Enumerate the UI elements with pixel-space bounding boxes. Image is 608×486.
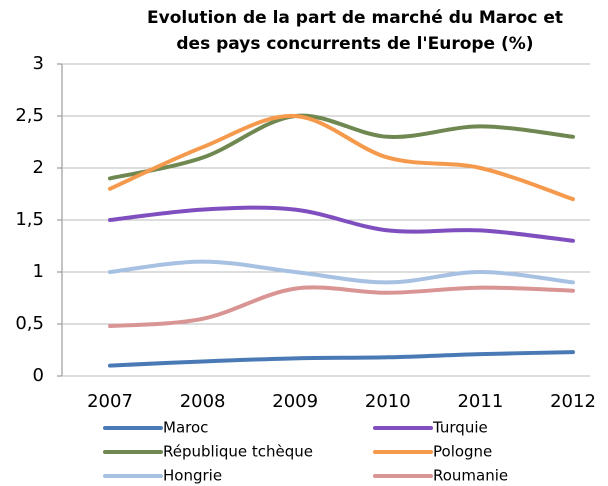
legend-label: Turquie	[432, 419, 488, 437]
y-tick-label: 0,5	[15, 313, 44, 334]
series-line	[108, 350, 575, 368]
x-tick-label: 2010	[365, 391, 411, 412]
y-tick-label: 1,5	[15, 209, 44, 230]
chart-title: Evolution de la part de marché du Maroc …	[147, 8, 563, 28]
y-tick-label: 3	[33, 53, 44, 74]
legend-label: Pologne	[433, 443, 492, 461]
y-tick-label: 2	[33, 157, 44, 178]
series-line	[108, 113, 575, 181]
legend-label: Maroc	[163, 419, 208, 437]
legend-label: Roumanie	[433, 467, 508, 485]
x-tick-label: 2007	[87, 391, 133, 412]
legend-label: Hongrie	[163, 467, 222, 485]
series-line	[108, 205, 575, 243]
series-line	[108, 259, 575, 285]
x-tick-label: 2008	[180, 391, 226, 412]
y-tick-label: 1	[33, 261, 44, 282]
series-line	[108, 285, 575, 329]
x-tick-label: 2012	[550, 391, 596, 412]
x-tick-label: 2011	[457, 391, 503, 412]
chart-title: des pays concurrents de l'Europe (%)	[176, 34, 533, 54]
y-tick-label: 0	[33, 365, 44, 386]
legend-label: République tchèque	[163, 443, 313, 461]
x-tick-label: 2009	[272, 391, 318, 412]
y-tick-label: 2,5	[15, 105, 44, 126]
series-line	[108, 113, 575, 202]
